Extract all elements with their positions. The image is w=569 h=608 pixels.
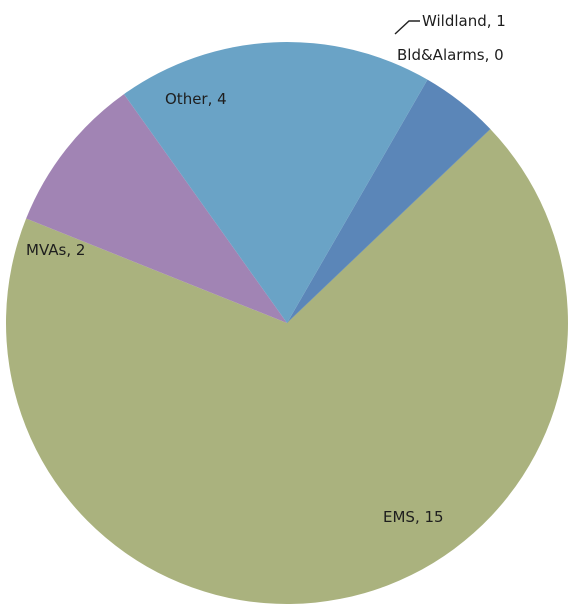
label-bld-alarms: Bld&Alarms, 0 <box>397 46 504 64</box>
pie-slices <box>5 41 568 605</box>
slice-ems <box>5 129 568 605</box>
slice-mvas <box>26 94 287 323</box>
leader-lines <box>394 20 420 35</box>
slice-wildland <box>287 79 491 324</box>
slice-other <box>124 41 428 323</box>
label-wildland: Wildland, 1 <box>422 12 506 30</box>
label-mvas: MVAs, 2 <box>26 241 85 259</box>
label-ems: EMS, 15 <box>383 508 444 526</box>
slice-bld-alarms <box>286 128 491 324</box>
label-other: Other, 4 <box>165 90 227 108</box>
leader-line-wildland <box>394 20 420 35</box>
slice-labels: Wildland, 1 Bld&Alarms, 0 EMS, 15 MVAs, … <box>26 12 506 526</box>
